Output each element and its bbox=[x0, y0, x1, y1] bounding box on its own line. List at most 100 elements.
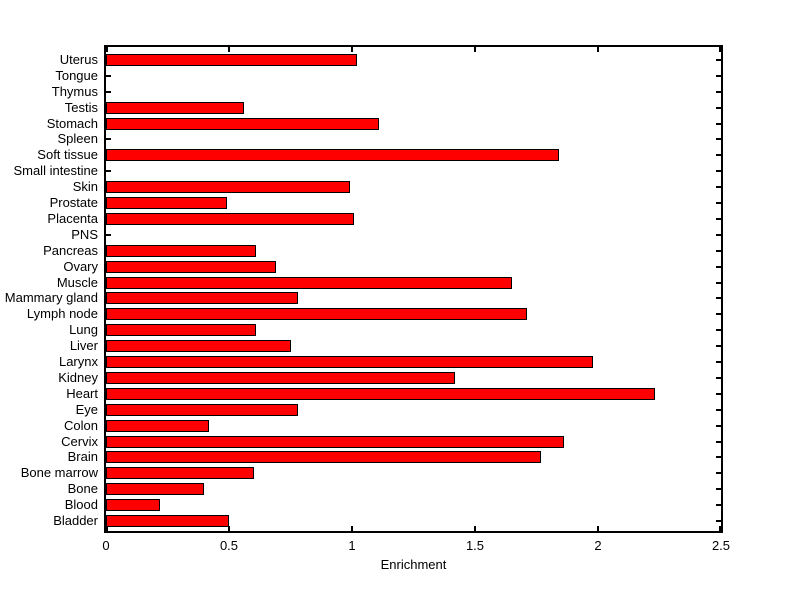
xtick-label-0: 0 bbox=[102, 538, 110, 553]
xtick-label-2-5: 2.5 bbox=[711, 538, 731, 553]
bar-larynx bbox=[106, 356, 593, 368]
bar-skin bbox=[106, 181, 350, 193]
ytick-label-spleen: Spleen bbox=[57, 131, 98, 146]
xtick-label-0-5: 0.5 bbox=[219, 538, 239, 553]
ytick-label-testis: Testis bbox=[64, 100, 98, 115]
x-axis-title: Enrichment bbox=[380, 557, 447, 572]
ytick-label-eye: Eye bbox=[75, 402, 98, 417]
bar-eye bbox=[106, 404, 298, 416]
ytick-label-ovary: Ovary bbox=[63, 259, 98, 274]
xtick-label-1: 1 bbox=[348, 538, 356, 553]
ytick-label-lung: Lung bbox=[69, 322, 98, 337]
ytick-label-tongue: Tongue bbox=[55, 68, 98, 83]
y-tick-right bbox=[716, 361, 721, 363]
y-tick-left bbox=[106, 170, 111, 172]
y-tick-right bbox=[716, 266, 721, 268]
x-tick-top bbox=[719, 47, 721, 52]
bar-liver bbox=[106, 340, 291, 352]
ytick-label-stomach: Stomach bbox=[46, 116, 98, 131]
y-tick-right bbox=[716, 456, 721, 458]
bar-placenta bbox=[106, 213, 354, 225]
bar-stomach bbox=[106, 118, 379, 130]
ytick-label-bladder: Bladder bbox=[53, 513, 98, 528]
bar-bone bbox=[106, 483, 204, 495]
ytick-label-cervix: Cervix bbox=[61, 434, 98, 449]
y-tick-right bbox=[716, 123, 721, 125]
y-tick-right bbox=[716, 313, 721, 315]
x-tick-bottom bbox=[106, 526, 108, 531]
ytick-label-bone-marrow: Bone marrow bbox=[20, 465, 98, 480]
bar-mammary-gland bbox=[106, 292, 298, 304]
bar-bladder bbox=[106, 515, 229, 527]
ytick-label-soft-tissue: Soft tissue bbox=[37, 147, 98, 162]
ytick-label-mammary-gland: Mammary gland bbox=[4, 290, 98, 305]
y-tick-right bbox=[716, 520, 721, 522]
y-tick-right bbox=[716, 441, 721, 443]
ytick-label-colon: Colon bbox=[64, 418, 98, 433]
x-tick-bottom bbox=[597, 526, 599, 531]
ytick-label-skin: Skin bbox=[72, 179, 98, 194]
y-tick-right bbox=[716, 282, 721, 284]
bar-ovary bbox=[106, 261, 276, 273]
x-tick-top bbox=[351, 47, 353, 52]
ytick-label-placenta: Placenta bbox=[47, 211, 98, 226]
y-tick-left bbox=[106, 234, 111, 236]
x-tick-bottom bbox=[351, 526, 353, 531]
ytick-label-blood: Blood bbox=[64, 497, 98, 512]
ytick-label-pancreas: Pancreas bbox=[43, 243, 98, 258]
xtick-label-1-5: 1.5 bbox=[465, 538, 485, 553]
y-tick-left bbox=[106, 138, 111, 140]
plot-area bbox=[104, 45, 723, 533]
y-tick-left bbox=[106, 75, 111, 77]
bar-kidney bbox=[106, 372, 455, 384]
y-tick-right bbox=[716, 409, 721, 411]
bar-soft-tissue bbox=[106, 149, 559, 161]
ytick-label-larynx: Larynx bbox=[58, 354, 98, 369]
ytick-label-brain: Brain bbox=[67, 449, 98, 464]
bar-prostate bbox=[106, 197, 227, 209]
x-tick-top bbox=[228, 47, 230, 52]
x-tick-bottom bbox=[228, 526, 230, 531]
y-tick-right bbox=[716, 107, 721, 109]
ytick-label-kidney: Kidney bbox=[58, 370, 98, 385]
bar-colon bbox=[106, 420, 209, 432]
x-tick-top bbox=[597, 47, 599, 52]
y-tick-right bbox=[716, 297, 721, 299]
ytick-label-lymph-node: Lymph node bbox=[26, 306, 98, 321]
bar-brain bbox=[106, 451, 541, 463]
y-tick-right bbox=[716, 345, 721, 347]
bar-lymph-node bbox=[106, 308, 527, 320]
y-tick-right bbox=[716, 218, 721, 220]
x-tick-top bbox=[106, 47, 108, 52]
bar-lung bbox=[106, 324, 256, 336]
ytick-label-pns: PNS bbox=[71, 227, 98, 242]
y-tick-right bbox=[716, 202, 721, 204]
y-tick-right bbox=[716, 425, 721, 427]
xtick-label-2: 2 bbox=[594, 538, 602, 553]
ytick-label-bone: Bone bbox=[67, 481, 98, 496]
y-tick-right bbox=[716, 59, 721, 61]
bar-blood bbox=[106, 499, 160, 511]
y-tick-right bbox=[716, 186, 721, 188]
y-tick-right bbox=[716, 329, 721, 331]
bar-bone-marrow bbox=[106, 467, 254, 479]
ytick-label-heart: Heart bbox=[66, 386, 98, 401]
bar-uterus bbox=[106, 54, 357, 66]
y-tick-right bbox=[716, 393, 721, 395]
ytick-label-prostate: Prostate bbox=[49, 195, 98, 210]
bar-cervix bbox=[106, 436, 564, 448]
x-tick-bottom bbox=[474, 526, 476, 531]
y-tick-left bbox=[106, 91, 111, 93]
y-tick-right bbox=[716, 138, 721, 140]
y-tick-right bbox=[716, 504, 721, 506]
y-tick-right bbox=[716, 488, 721, 490]
bar-pancreas bbox=[106, 245, 256, 257]
bar-muscle bbox=[106, 277, 512, 289]
x-tick-bottom bbox=[719, 526, 721, 531]
ytick-label-thymus: Thymus bbox=[51, 84, 98, 99]
bar-testis bbox=[106, 102, 244, 114]
y-tick-right bbox=[716, 250, 721, 252]
y-tick-right bbox=[716, 234, 721, 236]
ytick-label-small-intestine: Small intestine bbox=[13, 163, 98, 178]
